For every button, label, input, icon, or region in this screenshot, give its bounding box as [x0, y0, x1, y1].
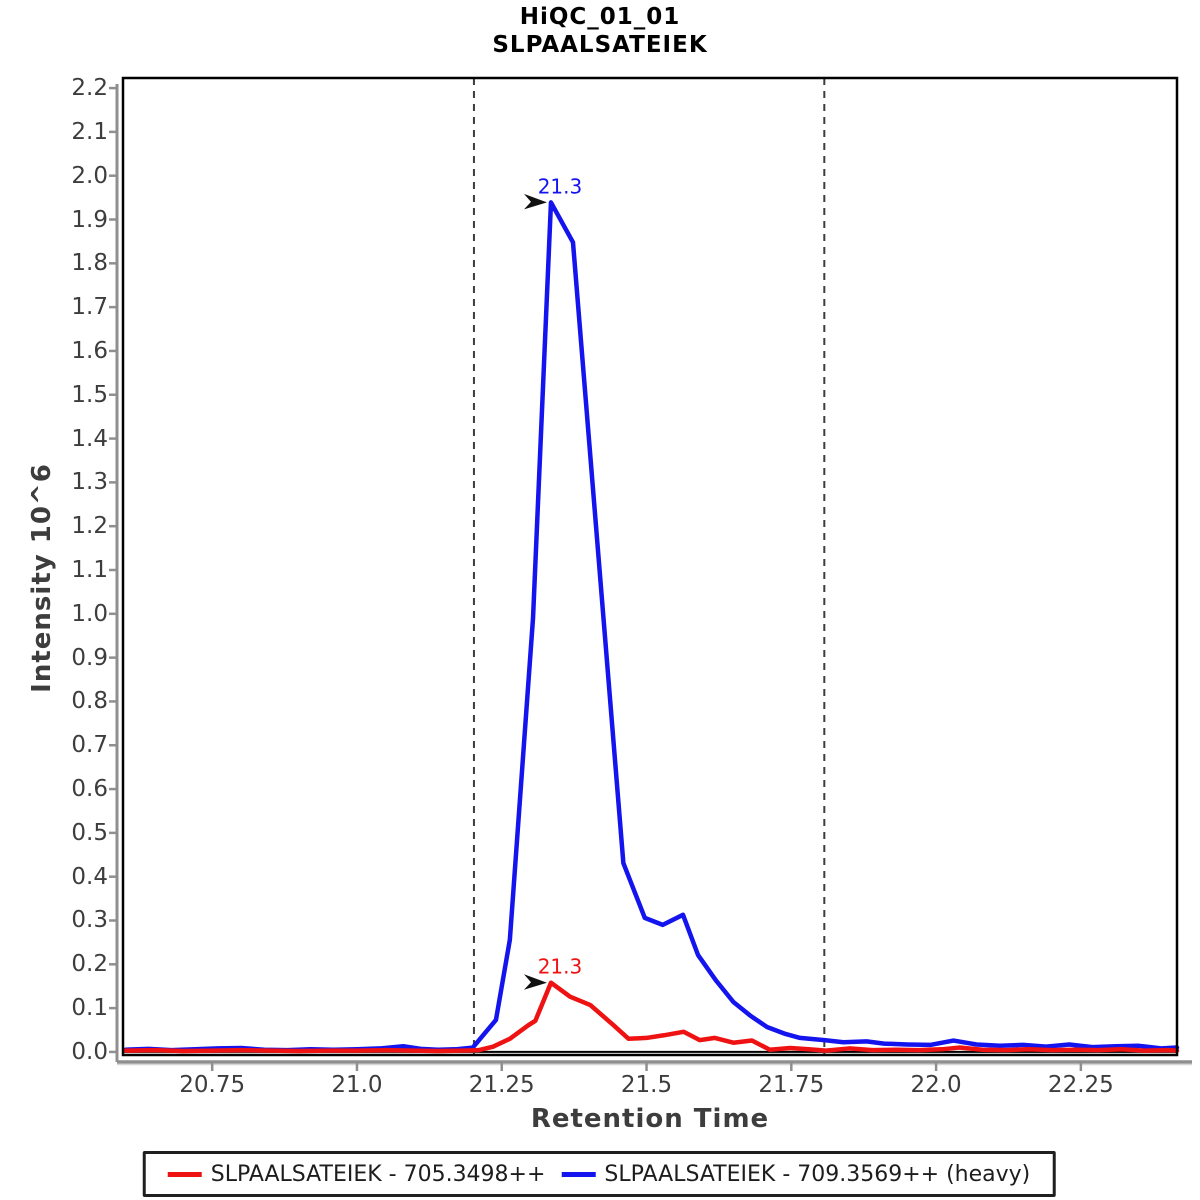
- chart-title-line1: HiQC_01_01: [519, 4, 681, 30]
- chromatogram-trace[interactable]: [123, 980, 1180, 1054]
- x-tick-label: 22.0: [910, 1072, 962, 1098]
- legend-label-light: SLPAALSATEIEK - 705.3498++: [210, 1161, 546, 1187]
- x-axis-title: Retention Time: [530, 1104, 770, 1134]
- y-tick-label: 1.0: [71, 600, 108, 627]
- y-tick-label: 2.2: [71, 75, 108, 102]
- plot-border: [121, 76, 1179, 1057]
- legend-swatch-blue-icon: [561, 1171, 596, 1177]
- y-tick-label: 1.8: [71, 250, 108, 277]
- y-tick-label: 1.3: [71, 469, 108, 496]
- y-tick-label: 2.0: [71, 162, 108, 189]
- y-tick-label: 1.7: [71, 294, 108, 321]
- y-tick-label: 0.2: [71, 951, 108, 978]
- peak-arrow-icon: [523, 193, 547, 210]
- y-tick-label: 0.5: [71, 819, 108, 846]
- y-tick-label: 0.9: [71, 644, 108, 671]
- legend-item-light: SLPAALSATEIEK - 705.3498++: [167, 1161, 546, 1187]
- legend-label-heavy: SLPAALSATEIEK - 709.3569++ (heavy): [604, 1161, 1031, 1187]
- y-tick-label: 1.9: [71, 206, 108, 233]
- chart-title-line2: SLPAALSATEIEK: [492, 32, 708, 58]
- legend: SLPAALSATEIEK - 705.3498++ SLPAALSATEIEK…: [142, 1151, 1056, 1197]
- y-tick-label: 0.6: [71, 776, 108, 803]
- x-tick-label: 21.5: [620, 1072, 673, 1098]
- x-tick-label: 20.75: [179, 1072, 246, 1098]
- x-tick-label: 21.0: [331, 1072, 383, 1098]
- chromatogram-trace[interactable]: [123, 200, 1180, 1053]
- chart-title: HiQC_01_01 SLPAALSATEIEK: [492, 3, 707, 59]
- x-tick-label: 21.75: [758, 1072, 825, 1098]
- y-tick-label: 0.0: [71, 1038, 108, 1065]
- x-tick-label: 22.25: [1047, 1072, 1114, 1098]
- y-tick-label: 1.1: [71, 557, 108, 583]
- peak-arrow-icon: [523, 974, 547, 990]
- peak-rt-label: 21.3: [538, 955, 583, 979]
- y-tick-label: 0.8: [71, 688, 108, 715]
- y-tick-label: 2.1: [71, 118, 108, 145]
- y-tick-label: 0.4: [71, 863, 108, 890]
- peak-rt-label: 21.3: [538, 174, 583, 198]
- y-tick-label: 1.4: [71, 425, 108, 452]
- x-tick-label: 21.25: [468, 1072, 535, 1098]
- y-tick-label: 1.5: [71, 381, 108, 408]
- y-tick-label: 0.1: [71, 995, 108, 1022]
- legend-swatch-red-icon: [167, 1171, 202, 1177]
- y-tick-label: 0.3: [71, 907, 108, 934]
- y-tick-label: 0.7: [71, 732, 108, 759]
- y-tick-label: 1.2: [71, 513, 108, 540]
- legend-item-heavy: SLPAALSATEIEK - 709.3569++ (heavy): [561, 1162, 1030, 1187]
- y-tick-label: 1.6: [71, 337, 108, 364]
